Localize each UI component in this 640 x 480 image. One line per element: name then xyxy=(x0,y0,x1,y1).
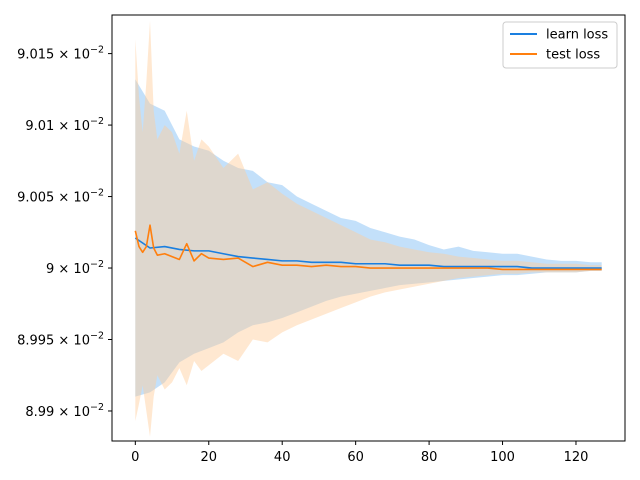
plot-frame xyxy=(111,14,626,442)
y-tick-label: 9 × 10−2 xyxy=(46,259,104,277)
y-tick-label: 9.015 × 10−2 xyxy=(17,45,104,63)
x-tick-label: 60 xyxy=(347,450,364,465)
x-tick-label: 100 xyxy=(490,450,515,465)
x-tick-label: 80 xyxy=(421,450,438,465)
x-tick-label: 20 xyxy=(200,450,217,465)
y-axis-ticks: 8.99 × 10−2 8.995 × 10−2 9 × 10−2 9.005 × 1… xyxy=(17,45,112,420)
y-tick-label: 8.99 × 10−2 xyxy=(25,402,104,420)
x-tick-label: 0 xyxy=(131,450,139,465)
legend-label-test-loss: test loss xyxy=(546,48,600,63)
y-tick-label: 9.01 × 10−2 xyxy=(25,116,104,134)
band-learn-loss xyxy=(135,79,602,397)
y-tick-label: 8.995 × 10−2 xyxy=(17,331,104,349)
confidence-bands xyxy=(135,20,602,437)
x-tick-label: 120 xyxy=(564,450,589,465)
legend-label-learn-loss: learn loss xyxy=(546,28,608,43)
series-lines xyxy=(134,224,602,271)
y-tick-label: 9.005 × 10−2 xyxy=(17,188,104,206)
x-axis-ticks: 0 20 40 60 80 100 120 xyxy=(131,441,588,465)
band-test-loss xyxy=(135,20,602,437)
legend: learn loss test loss xyxy=(502,21,618,69)
series-line-test-loss xyxy=(134,224,602,271)
series-line-learn-loss xyxy=(134,237,602,269)
x-tick-label: 40 xyxy=(274,450,291,465)
